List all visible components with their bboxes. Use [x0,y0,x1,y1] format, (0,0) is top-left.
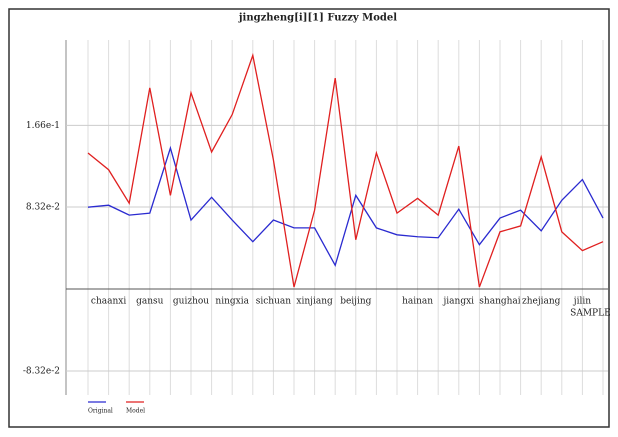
frame [8,8,610,428]
x-tick-label: sichuan [256,297,291,307]
x-tick-label: ningxia [215,297,249,307]
y-tick-label: 1.66e-1 [26,121,60,131]
x-tick-label: gansu [136,297,164,307]
legend-label: Model [126,408,145,415]
x-tick-label: guizhou [173,297,209,307]
x-tick-label: beijing [340,297,371,307]
y-tick-label: -8.32e-2 [23,367,60,377]
x-tick-label: zhejiang [522,297,561,307]
y-tick-label: 8.32e-2 [26,203,60,213]
x-tick-label: jiangxi [443,297,475,307]
series-line [87,52,604,288]
legend-label: Original [88,408,113,415]
x-tick-label: hainan [402,297,433,307]
series-line [87,145,604,268]
x-axis-label: SAMPLE [570,309,610,319]
chart-title: jingzheng[i][1] Fuzzy Model [238,13,397,24]
x-tick-label: xinjiang [296,297,333,307]
x-tick-label: jilin [573,297,591,307]
x-tick-label: chaanxi [91,297,126,307]
x-tick-label: shanghai [479,297,521,307]
